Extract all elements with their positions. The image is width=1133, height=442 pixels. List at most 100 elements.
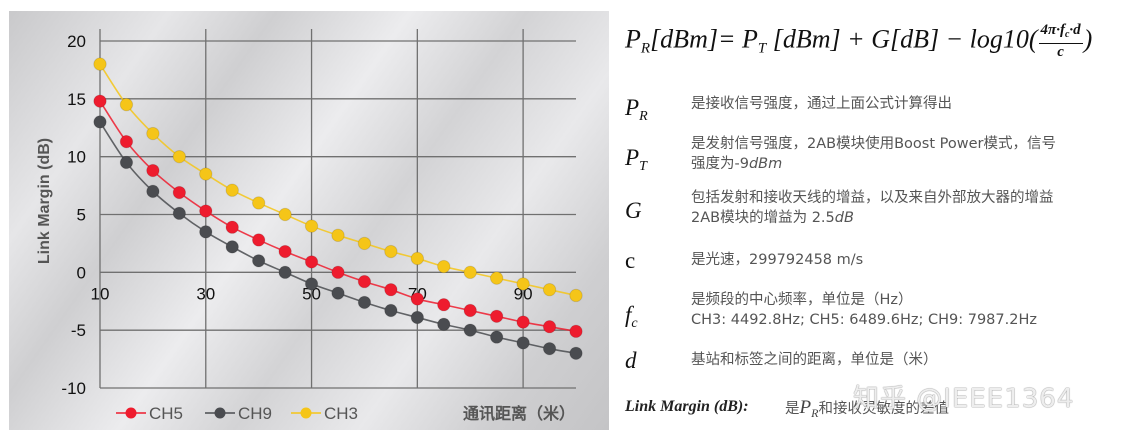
data-point-marker: [437, 298, 451, 312]
chart-legend: CH5 CH9 CH3: [116, 404, 358, 423]
data-point-marker: [199, 225, 213, 239]
data-point-marker: [463, 323, 477, 337]
data-point-marker: [516, 315, 530, 329]
legend-marker-icon: [125, 407, 137, 419]
definition-symbol: fc: [625, 302, 638, 331]
data-point-marker: [463, 265, 477, 280]
data-point-marker: [199, 167, 213, 181]
x-tick-label: 10: [91, 284, 110, 303]
data-point-marker: [278, 244, 292, 259]
data-point-marker: [119, 97, 134, 112]
data-point-marker: [357, 274, 372, 289]
watermark: 知乎 @IEEE1364: [853, 384, 1075, 414]
data-point-marker: [199, 204, 213, 218]
data-point-marker: [489, 309, 504, 323]
legend-label: CH3: [324, 404, 358, 423]
data-point-marker: [304, 219, 319, 233]
legend-item-ch9: CH9: [205, 404, 272, 423]
data-point-marker: [278, 265, 292, 280]
formula-pt-symbol: P: [742, 24, 758, 54]
data-point-marker: [146, 126, 160, 141]
definition-symbol: d: [625, 348, 637, 373]
data-point-marker: [146, 163, 160, 178]
data-point-marker: [516, 277, 530, 291]
x-tick-label: 90: [514, 284, 533, 303]
data-point-marker: [384, 303, 398, 318]
data-point-marker: [331, 286, 345, 300]
data-point-marker: [172, 185, 187, 200]
formula-close-paren: ): [1083, 24, 1093, 54]
data-point-marker: [516, 336, 530, 350]
data-point-marker: [489, 330, 504, 344]
data-point-marker: [331, 228, 345, 243]
data-point-marker: [357, 236, 372, 251]
definition-symbol: PR: [625, 95, 648, 124]
numerator-tail: ·d: [1069, 22, 1081, 38]
x-axis-title: 通讯距离（米）: [463, 404, 575, 423]
definition-text: 包括发射和接收天线的增益，以及来自外部放大器的增益 2AB模块的增益为 2.5dB: [691, 190, 1054, 226]
link-margin-text: 是PR和接收灵敏度的差值: [785, 397, 949, 420]
formula-pt-subscript: T: [757, 40, 767, 57]
numerator-main: 4π·f: [1040, 22, 1065, 38]
data-point-marker: [384, 244, 398, 259]
formula-pr-subscript: R: [640, 40, 651, 57]
data-point-marker: [251, 254, 266, 268]
definition-text: 是光速，299792458 m/s: [691, 252, 864, 268]
y-tick-label: -5: [71, 321, 86, 340]
data-point-marker: [357, 295, 372, 310]
formula-lhs-unit: [dBm]=: [650, 24, 736, 54]
definition-text: 是接收信号强度，通过上面公式计算得出: [691, 96, 952, 112]
legend-item-ch5: CH5: [116, 404, 183, 423]
data-point-marker: [304, 277, 319, 291]
legend-marker-icon: [300, 407, 312, 419]
data-point-marker: [225, 220, 239, 234]
definition-text: 是频段的中心频率，单位是（Hz） CH3: 4492.8Hz; CH5: 6489…: [691, 292, 1037, 328]
definition-symbol: G: [625, 198, 642, 223]
data-point-marker: [251, 196, 266, 210]
data-point-marker: [569, 288, 583, 303]
chart-grid: [99, 29, 576, 389]
link-budget-formula: PR[dBm]= PT [dBm] + G[dB] − log10(4π·fc·…: [625, 22, 1092, 61]
data-point-marker: [569, 324, 583, 339]
definition-text: 是发射信号强度，2AB模块使用Boost Power模式，信号 强度为-9dBm: [691, 136, 1056, 172]
y-tick-label: 10: [67, 148, 86, 167]
data-point-marker: [119, 155, 134, 170]
data-point-marker: [93, 57, 107, 71]
series-ch3: [93, 57, 583, 303]
formula-rhs-terms: [dBm] + G[dB] − log10(: [772, 24, 1038, 54]
legend-item-ch3: CH3: [291, 404, 358, 423]
data-point-marker: [331, 265, 345, 280]
numerator-subscript: c: [1064, 29, 1070, 40]
data-point-marker: [410, 310, 425, 325]
x-tick-label: 50: [302, 284, 321, 303]
data-point-marker: [542, 341, 557, 356]
data-point-marker: [278, 207, 292, 222]
y-tick-label: -10: [61, 379, 86, 398]
data-point-marker: [146, 184, 160, 199]
series-ch9: [93, 115, 583, 360]
definition-symbol: c: [625, 248, 636, 273]
data-point-marker: [304, 255, 319, 269]
formula-fraction: 4π·fc·d c: [1038, 22, 1083, 61]
data-point-marker: [542, 319, 557, 334]
formula-pr-symbol: P: [625, 24, 641, 54]
data-point-marker: [542, 282, 557, 297]
data-point-marker: [463, 303, 477, 318]
data-point-marker: [384, 282, 398, 297]
legend-marker-icon: [214, 407, 226, 419]
data-point-marker: [225, 240, 239, 254]
fraction-numerator: 4π·fc·d: [1038, 22, 1083, 44]
legend-label: CH9: [238, 404, 272, 423]
data-point-marker: [410, 292, 425, 306]
definition-symbol: PT: [625, 145, 647, 174]
data-point-marker: [489, 271, 504, 285]
data-point-marker: [93, 94, 107, 108]
data-point-marker: [93, 115, 107, 129]
y-tick-label: 0: [77, 263, 86, 282]
legend-label: CH5: [149, 404, 183, 423]
y-tick-label: 15: [67, 90, 86, 109]
data-point-marker: [172, 149, 187, 164]
y-tick-label: 5: [77, 206, 86, 225]
